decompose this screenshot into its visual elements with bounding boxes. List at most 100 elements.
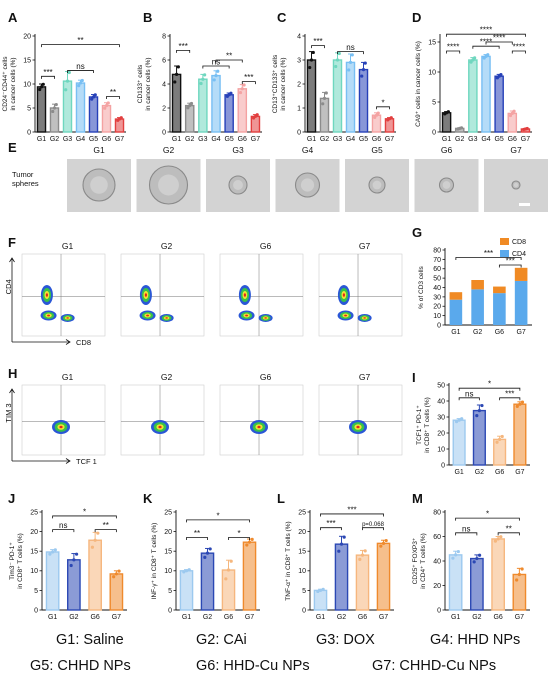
significance-bracket xyxy=(186,537,208,540)
data-point xyxy=(456,549,460,554)
chart-k: 0 5 10 15 20 25 INF-γ⁺ in CD8⁺ T cells (%) G1 G2… xyxy=(151,509,260,621)
significance-label: *** xyxy=(313,37,322,46)
sphere-core xyxy=(442,181,451,189)
data-point xyxy=(373,115,377,119)
data-point xyxy=(347,68,351,72)
significance-label: **** xyxy=(493,34,505,43)
data-point xyxy=(203,73,207,77)
y-arrow xyxy=(9,388,15,461)
legend-label-cd4: CD4 xyxy=(512,251,526,258)
y-tick-label: 20 xyxy=(433,304,441,311)
data-point xyxy=(51,109,55,114)
data-point xyxy=(446,110,450,114)
data-point xyxy=(80,78,84,83)
density-core xyxy=(158,425,162,429)
y-tick-label: 40 xyxy=(437,398,445,405)
data-point xyxy=(247,540,252,544)
panel-letter-m: M xyxy=(412,491,423,506)
data-point xyxy=(52,106,57,110)
x-tick-label: G1 xyxy=(451,329,460,336)
data-point xyxy=(189,101,194,106)
x-tick-label: G5 xyxy=(224,136,233,143)
plot-header: G7 xyxy=(359,241,371,251)
data-point xyxy=(508,113,513,118)
significance-label: * xyxy=(237,529,240,538)
legend-g5: G5: CHHD NPs xyxy=(30,658,131,674)
data-point xyxy=(90,545,95,549)
significance-bracket xyxy=(446,50,461,54)
x-tick-label: G1 xyxy=(454,469,463,476)
significance-bracket xyxy=(52,515,117,519)
data-point xyxy=(337,51,341,56)
flow-x-label: CD8 xyxy=(76,338,91,347)
bar-fill-g2 xyxy=(185,105,194,132)
data-point xyxy=(51,550,55,554)
group-header: G7 xyxy=(510,145,522,155)
data-point xyxy=(334,64,338,69)
y-tick-label: 15 xyxy=(23,57,31,64)
data-point xyxy=(201,77,205,81)
x-tick-label: G3 xyxy=(63,136,72,143)
data-point xyxy=(454,553,458,557)
data-point xyxy=(214,74,218,78)
y-tick-label: 3 xyxy=(297,57,301,64)
legend-swatch-cd8 xyxy=(500,238,509,245)
plot-header: G2 xyxy=(161,372,173,382)
data-point xyxy=(499,72,503,77)
y-tick-label: 6 xyxy=(162,57,166,64)
significance-label: ** xyxy=(103,521,109,530)
data-point xyxy=(106,101,110,105)
data-point xyxy=(512,109,516,113)
density-core xyxy=(243,293,246,297)
bar-cd8-g2 xyxy=(471,280,484,290)
significance-label: **** xyxy=(447,43,459,52)
bar-fill-g6 xyxy=(372,115,381,132)
significance-bracket xyxy=(362,527,384,531)
bar-fill-g2 xyxy=(201,553,214,610)
bar-fill-g7 xyxy=(514,404,526,465)
data-point xyxy=(208,547,212,551)
chart-b: 0 2 4 6 8 CD133⁺ cells in cancer cells (%) G1 G2… xyxy=(137,33,262,143)
y-tick-label: 25 xyxy=(30,509,38,516)
significance-label: ** xyxy=(77,36,83,45)
data-point xyxy=(500,434,504,439)
significance-label: ns xyxy=(76,62,84,71)
data-point xyxy=(74,552,79,556)
y-tick-label: 10 xyxy=(298,568,306,575)
y-tick-label: 25 xyxy=(298,509,306,516)
data-point xyxy=(477,553,482,557)
y-axis-label: in cancer cells (%) xyxy=(10,57,17,110)
bar-fill-g4 xyxy=(346,62,355,132)
data-point xyxy=(374,113,379,117)
data-point xyxy=(226,568,231,572)
chart-c: 0 1 2 3 4 CD13⁺CD133⁺ cells in cancer cells (%… xyxy=(272,33,396,143)
plot-header: G1 xyxy=(62,372,74,382)
data-point xyxy=(72,558,76,562)
data-point xyxy=(240,87,244,91)
data-point xyxy=(376,111,380,115)
data-point xyxy=(520,567,524,571)
data-point xyxy=(495,440,499,444)
data-point xyxy=(212,78,216,82)
bar-fill-g7 xyxy=(377,543,390,610)
data-point xyxy=(186,106,190,110)
significance-label: **** xyxy=(513,43,525,52)
significance-bracket xyxy=(376,106,390,110)
sphere-core xyxy=(513,182,519,188)
x-tick-label: G6 xyxy=(358,614,367,621)
significance-label: * xyxy=(488,380,491,389)
plot-header: G1 xyxy=(62,241,74,251)
legend-g7: G7: CHHD-Cu NPs xyxy=(372,658,497,674)
y-tick-label: 20 xyxy=(23,33,31,40)
data-point xyxy=(335,58,340,62)
bar-fill-g6 xyxy=(493,439,506,465)
chart-m: 0 20 40 60 80 CD25⁺ FOXP3⁺ in CD4⁺ T cells (%)… xyxy=(412,509,530,621)
panel-letter-j: J xyxy=(8,491,15,506)
bar-fill-g2 xyxy=(455,128,464,132)
panel-letter-f: F xyxy=(8,235,16,250)
x-tick-label: G7 xyxy=(515,614,524,621)
group-header: G1 xyxy=(93,145,105,155)
y-tick-label: 0 xyxy=(437,607,441,614)
data-point xyxy=(48,552,52,556)
